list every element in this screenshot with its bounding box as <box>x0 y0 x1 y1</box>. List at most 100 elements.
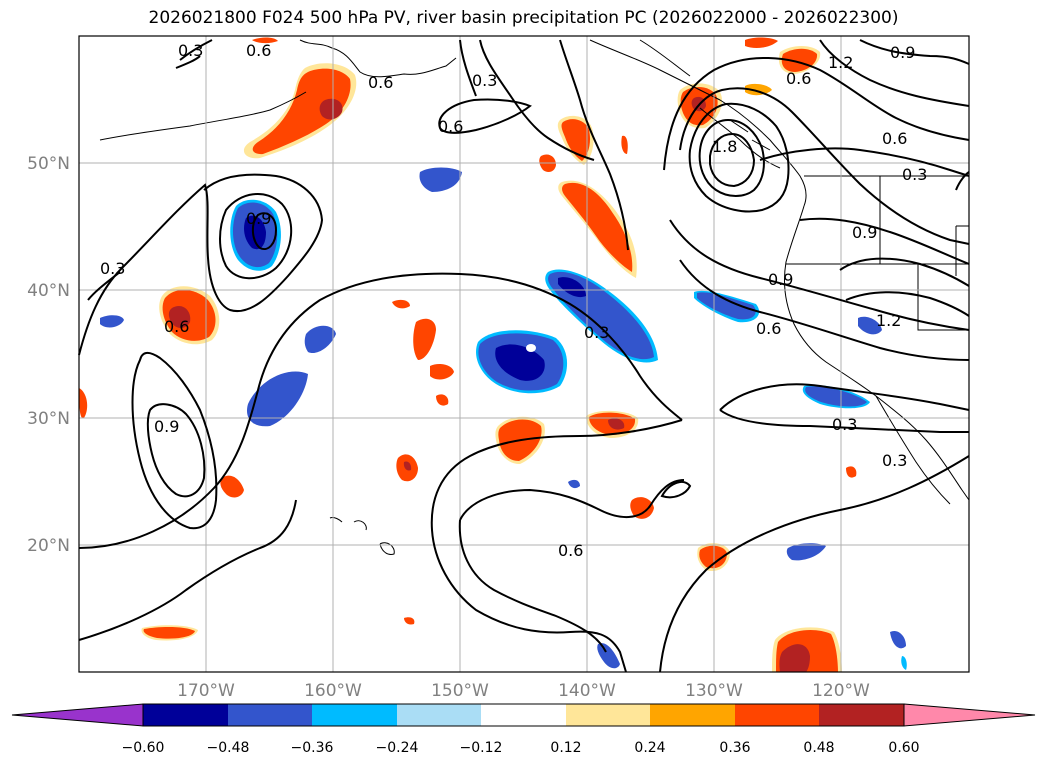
pv-contours <box>78 39 970 673</box>
colorbar-segment <box>312 704 397 726</box>
precip-patch <box>621 135 628 154</box>
lon-label: 120°W <box>812 681 870 701</box>
contour-label: 0.3 <box>178 41 203 60</box>
contour-label: 0.6 <box>786 69 811 88</box>
bc-coast <box>639 39 781 169</box>
precip-patch <box>143 626 195 639</box>
colorbar-tick-label: 0.60 <box>888 740 919 756</box>
precip-patch <box>495 344 545 381</box>
precip-patch <box>168 305 191 328</box>
precip-patch <box>252 68 351 155</box>
precip-patch <box>430 364 454 380</box>
pv-contour <box>146 403 206 498</box>
contour-label: 0.6 <box>438 117 463 136</box>
pv-contour <box>859 39 970 65</box>
contour-label: 0.9 <box>246 209 271 228</box>
precip-patch <box>699 545 727 569</box>
colorbar-arrow-left <box>11 703 144 727</box>
precip-patch <box>608 418 625 430</box>
hawaii <box>329 517 395 555</box>
colorbar-segment <box>397 704 481 726</box>
colorbar-segment <box>735 704 819 726</box>
precip-patch <box>252 37 278 44</box>
precip-patch <box>779 644 810 672</box>
precip-patch <box>100 315 124 328</box>
precip-patch <box>858 316 882 335</box>
pv-contour <box>78 173 324 356</box>
colorbar-segment <box>819 704 904 726</box>
lon-label: 170°W <box>177 681 235 701</box>
precip-patch <box>597 643 620 669</box>
colorbar-tick-label: −0.48 <box>207 740 250 756</box>
pv-contour <box>799 217 970 265</box>
pv-contour <box>479 39 595 161</box>
precip-patch <box>436 394 449 406</box>
precip-patch <box>246 371 308 427</box>
pv-contour <box>679 87 970 245</box>
contour-label: 1.2 <box>828 53 853 72</box>
precip-positive-patches <box>79 37 857 672</box>
pv-contour <box>663 56 970 171</box>
precip-patch <box>79 388 88 419</box>
colorbar-segment <box>143 704 228 726</box>
precip-patch <box>244 215 266 250</box>
precip-patch <box>304 325 336 354</box>
lat-label: 50°N <box>27 154 70 174</box>
contour-label: 0.3 <box>882 451 907 470</box>
contour-label: 0.9 <box>852 223 877 242</box>
contour-label: 0.9 <box>154 417 179 436</box>
contour-label: 1.2 <box>876 311 901 330</box>
colorbar-segment <box>228 704 312 726</box>
lat-label: 30°N <box>27 409 70 429</box>
pv-contour <box>438 98 532 134</box>
colorbar-tick-label: −0.60 <box>122 740 165 756</box>
pv-contour <box>719 383 970 411</box>
coastlines <box>99 39 970 555</box>
lon-label: 130°W <box>685 681 743 701</box>
pv-contour <box>175 39 213 69</box>
precip-patch <box>558 277 586 298</box>
precip-patch <box>568 479 580 489</box>
contour-label: 0.6 <box>756 319 781 338</box>
colorbar-tick-label: −0.36 <box>291 740 334 756</box>
precip-patch <box>392 299 410 309</box>
contour-label: 0.3 <box>472 71 497 90</box>
lat-label: 20°N <box>27 536 70 556</box>
pv-contour <box>252 212 278 250</box>
precip-patch <box>419 167 462 192</box>
colorbar-segment <box>650 704 735 726</box>
pv-contour <box>709 132 756 188</box>
pv-contour <box>131 352 218 530</box>
pv-contour <box>78 499 297 641</box>
pv-contour <box>459 479 685 521</box>
precip-patch <box>403 461 412 471</box>
lon-label: 160°W <box>304 681 362 701</box>
precip-patch <box>697 292 756 320</box>
longitude-labels: 170°W 160°W 150°W 140°W 130°W 120°W <box>177 681 870 701</box>
precip-patch <box>413 318 436 360</box>
colorbar-tick-label: 0.12 <box>550 740 581 756</box>
precip-patch <box>526 344 536 352</box>
pv-contour <box>719 409 969 433</box>
colorbar-segment <box>481 704 566 726</box>
precip-patch <box>846 466 857 478</box>
state-border-2 <box>917 264 969 331</box>
colorbar-tick-label: 0.48 <box>803 740 834 756</box>
precip-negative-patches <box>100 167 907 670</box>
precip-patch <box>562 182 633 272</box>
precip-patch <box>745 37 778 49</box>
contour-label: 0.3 <box>100 259 125 278</box>
pv-contour <box>839 257 970 287</box>
pv-contour <box>698 118 765 197</box>
colorbar-outline <box>142 703 905 727</box>
precip-patch <box>745 83 772 96</box>
aleutian-chain <box>99 91 307 141</box>
lat-label: 40°N <box>27 281 70 301</box>
pv-contour <box>458 519 607 653</box>
contour-label: 1.8 <box>712 137 737 156</box>
contour-label: 0.6 <box>368 73 393 92</box>
contour-label: 0.3 <box>902 165 927 184</box>
pv-contour <box>660 480 692 499</box>
precip-patch <box>561 119 591 161</box>
